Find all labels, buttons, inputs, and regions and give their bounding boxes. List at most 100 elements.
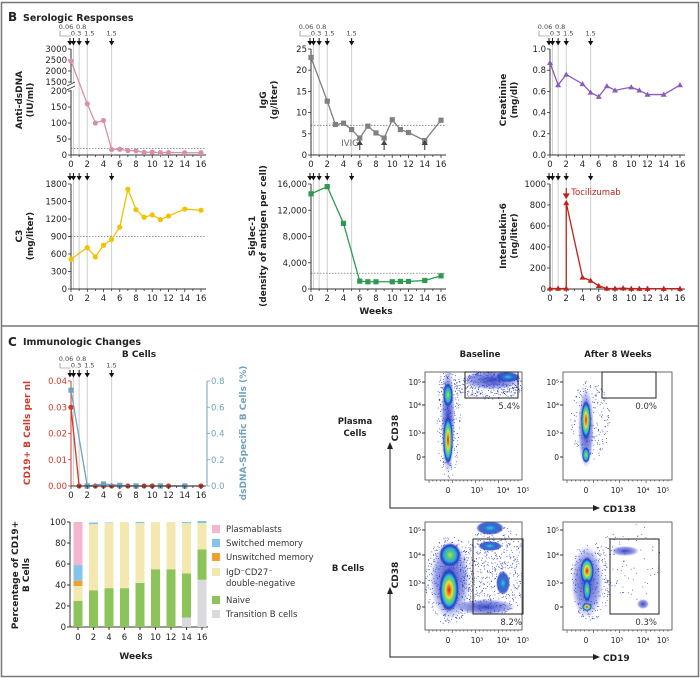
event-dot [626,564,628,566]
event-dot [479,593,481,595]
bar-segment [135,523,145,583]
panel-b-letter: B [8,10,17,24]
data-point [141,149,147,156]
event-dot [463,550,465,552]
event-dot [607,580,608,582]
event-dot [488,536,490,538]
y-tick-label: 1500 [45,78,67,88]
event-dot [486,586,488,587]
data-point [133,148,139,154]
gate-percentage: 0.0% [635,402,657,412]
event-dot [637,535,639,537]
event-dot [508,531,510,533]
event-dot [605,537,607,538]
bar-segment [73,600,83,627]
event-dot [576,446,578,447]
event-dot [440,460,441,462]
bar-segment [182,617,191,627]
event-dot [577,444,579,446]
event-dot [523,388,524,389]
data-point [157,216,163,223]
event-dot [607,594,608,596]
y-axis-label: (ng/liter) [510,213,520,258]
dose-arrow-icon [307,173,313,181]
event-dot [506,556,508,558]
event-dot [573,433,575,435]
event-dot [455,399,457,401]
event-dot [513,585,515,587]
dose-label: 0.06 [299,23,313,31]
event-dot [504,551,505,553]
event-dot [441,390,443,392]
event-dot [503,534,505,536]
event-dot [593,406,594,408]
event-dot [632,578,634,580]
event-dot [490,585,492,587]
x-tick-label: 10⁴ [497,636,510,645]
event-dot [462,383,464,385]
density-cluster [582,603,592,611]
event-dot [493,539,495,541]
event-dot [601,417,603,419]
event-dot [506,598,507,599]
event-dot [511,395,513,397]
event-dot [475,393,476,394]
event-dot [612,568,614,570]
event-dot [513,556,514,558]
event-dot [487,571,489,573]
event-dot [504,390,506,392]
event-dot [452,365,453,366]
event-dot [472,390,473,392]
y-tick-label: 1800 [45,180,67,190]
event-dot [495,555,497,557]
event-dot [490,572,491,573]
event-dot [518,547,520,549]
data-point [405,278,412,285]
event-dot [471,559,473,561]
event-dot [512,387,514,389]
event-dot [443,464,444,466]
x-tick-label: 10⁵ [657,636,670,645]
data-point [579,80,586,87]
axis-break-gap [67,83,75,90]
event-dot [461,388,463,390]
event-dot [513,594,515,596]
event-dot [511,539,513,541]
event-dot [455,380,456,382]
event-dot [466,387,467,389]
event-dot [516,557,518,559]
event-dot [582,388,584,390]
event-dot [492,586,494,588]
x-tick-label: 0 [75,633,80,643]
y-tick-label: 0.4 [211,430,225,440]
legend-swatch [212,525,220,533]
event-dot [461,392,463,394]
event-dot [480,592,482,593]
event-dot [513,584,515,586]
event-dot [576,402,578,404]
event-dot [589,386,591,387]
event-dot [492,539,494,541]
event-dot [440,387,442,389]
event-dot [468,598,470,600]
event-dot [440,405,441,407]
event-dot [459,381,461,383]
event-dot [529,575,530,576]
data-point [68,387,74,393]
event-dot [520,583,521,584]
x-tick-label: 6 [117,491,122,501]
event-dot [476,592,478,594]
event-dot [459,414,461,416]
event-dot [646,593,647,595]
event-dot [505,539,506,540]
data-point [563,285,570,291]
event-dot [483,593,485,594]
event-dot [484,398,486,400]
x-tick-label: 0 [308,294,313,304]
data-point [182,206,188,212]
x-tick-label: 2 [85,491,90,501]
event-dot [480,393,482,395]
event-dot [644,581,646,583]
event-dot [603,579,605,580]
event-dot [647,568,649,570]
